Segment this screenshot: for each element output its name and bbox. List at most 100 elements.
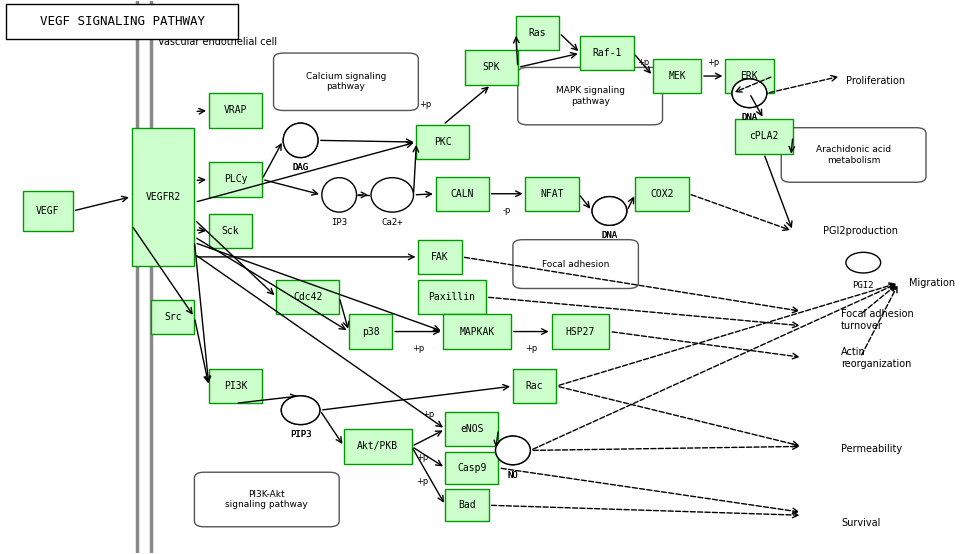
FancyBboxPatch shape	[513, 240, 639, 289]
Text: +p: +p	[420, 100, 431, 109]
FancyBboxPatch shape	[419, 280, 485, 314]
Text: Actin
reorganization: Actin reorganization	[841, 347, 912, 369]
Text: +p: +p	[637, 58, 649, 68]
Text: DNA: DNA	[602, 231, 617, 240]
Text: NO: NO	[508, 470, 518, 480]
Text: HSP27: HSP27	[566, 326, 595, 336]
Text: PLCy: PLCy	[224, 175, 247, 184]
Ellipse shape	[281, 396, 320, 424]
Text: p38: p38	[361, 326, 380, 336]
Text: Migration: Migration	[909, 278, 954, 288]
FancyBboxPatch shape	[513, 369, 556, 403]
Text: MEK: MEK	[669, 71, 686, 81]
Ellipse shape	[592, 197, 627, 225]
FancyBboxPatch shape	[551, 314, 610, 349]
Text: VEGFR2: VEGFR2	[145, 192, 180, 202]
Ellipse shape	[371, 178, 414, 212]
Text: +p: +p	[417, 477, 428, 486]
FancyBboxPatch shape	[735, 119, 793, 153]
Text: Sck: Sck	[222, 226, 239, 236]
FancyBboxPatch shape	[209, 93, 262, 128]
FancyBboxPatch shape	[446, 489, 488, 521]
Ellipse shape	[732, 79, 766, 107]
Text: Focal adhesion: Focal adhesion	[542, 260, 610, 269]
Ellipse shape	[283, 123, 318, 157]
Text: Permeability: Permeability	[841, 444, 902, 454]
Text: Ca2+: Ca2+	[382, 218, 403, 227]
Text: DNA: DNA	[741, 114, 758, 122]
FancyBboxPatch shape	[419, 240, 462, 274]
Text: Survival: Survival	[841, 518, 881, 528]
Ellipse shape	[322, 178, 357, 212]
Text: Proliferation: Proliferation	[846, 76, 905, 86]
Text: Focal adhesion
turnover: Focal adhesion turnover	[841, 309, 914, 331]
Text: Ras: Ras	[529, 28, 547, 38]
Text: Raf-1: Raf-1	[592, 48, 622, 58]
Text: eNOS: eNOS	[460, 424, 484, 434]
Text: +p: +p	[707, 58, 719, 68]
Text: Vascular endothelial cell: Vascular endothelial cell	[158, 37, 277, 47]
FancyBboxPatch shape	[446, 452, 498, 484]
Text: NFAT: NFAT	[541, 189, 564, 199]
Text: NO: NO	[508, 470, 518, 480]
Text: SPK: SPK	[483, 63, 500, 73]
FancyBboxPatch shape	[653, 59, 702, 93]
FancyBboxPatch shape	[417, 125, 470, 160]
Text: DNA: DNA	[741, 114, 758, 122]
Text: cPLA2: cPLA2	[749, 131, 778, 141]
FancyBboxPatch shape	[151, 300, 195, 335]
Text: FAK: FAK	[431, 252, 449, 262]
FancyBboxPatch shape	[516, 16, 559, 50]
Text: PI3K-Akt
signaling pathway: PI3K-Akt signaling pathway	[226, 490, 308, 509]
FancyBboxPatch shape	[517, 68, 663, 125]
Circle shape	[846, 252, 881, 273]
FancyBboxPatch shape	[465, 50, 517, 85]
FancyBboxPatch shape	[132, 128, 195, 265]
Text: Casp9: Casp9	[457, 463, 486, 473]
FancyBboxPatch shape	[273, 53, 419, 110]
Text: Cdc42: Cdc42	[294, 292, 323, 302]
FancyBboxPatch shape	[781, 128, 926, 182]
FancyBboxPatch shape	[444, 314, 511, 349]
FancyBboxPatch shape	[6, 4, 237, 39]
Text: PIP3: PIP3	[290, 430, 311, 439]
Text: DAG: DAG	[293, 163, 309, 172]
Ellipse shape	[281, 396, 320, 424]
Text: +p: +p	[412, 344, 424, 353]
FancyBboxPatch shape	[344, 429, 412, 464]
Text: IP3: IP3	[331, 218, 347, 227]
Text: PIP3: PIP3	[290, 430, 311, 439]
FancyBboxPatch shape	[349, 314, 392, 349]
Text: VEGF: VEGF	[36, 206, 59, 216]
FancyBboxPatch shape	[22, 191, 73, 231]
Text: Calcium signaling
pathway: Calcium signaling pathway	[306, 72, 386, 91]
Text: MAPKAK: MAPKAK	[459, 326, 495, 336]
FancyBboxPatch shape	[436, 177, 488, 211]
FancyBboxPatch shape	[446, 412, 498, 447]
Text: DNA: DNA	[602, 231, 617, 240]
FancyBboxPatch shape	[636, 177, 689, 211]
FancyBboxPatch shape	[209, 369, 262, 403]
Text: VRAP: VRAP	[224, 105, 247, 115]
Text: ERK: ERK	[740, 71, 758, 81]
Text: MAPK signaling
pathway: MAPK signaling pathway	[555, 86, 625, 106]
Text: Bad: Bad	[458, 500, 476, 510]
Ellipse shape	[495, 436, 530, 465]
Text: +p: +p	[525, 344, 538, 353]
Text: Akt/PKB: Akt/PKB	[358, 442, 398, 452]
FancyBboxPatch shape	[209, 214, 252, 248]
Text: VEGF SIGNALING PATHWAY: VEGF SIGNALING PATHWAY	[40, 15, 204, 28]
Text: Rac: Rac	[526, 381, 544, 391]
FancyBboxPatch shape	[195, 472, 339, 527]
FancyBboxPatch shape	[209, 162, 262, 197]
FancyBboxPatch shape	[580, 36, 634, 70]
Text: CALN: CALN	[451, 189, 474, 199]
Ellipse shape	[732, 79, 766, 107]
Ellipse shape	[283, 123, 318, 157]
Text: +p: +p	[417, 453, 428, 461]
Text: Paxillin: Paxillin	[428, 292, 476, 302]
Text: PKC: PKC	[434, 137, 452, 147]
FancyBboxPatch shape	[276, 280, 339, 314]
Text: Arachidonic acid
metabolism: Arachidonic acid metabolism	[816, 145, 891, 165]
FancyBboxPatch shape	[725, 59, 773, 93]
